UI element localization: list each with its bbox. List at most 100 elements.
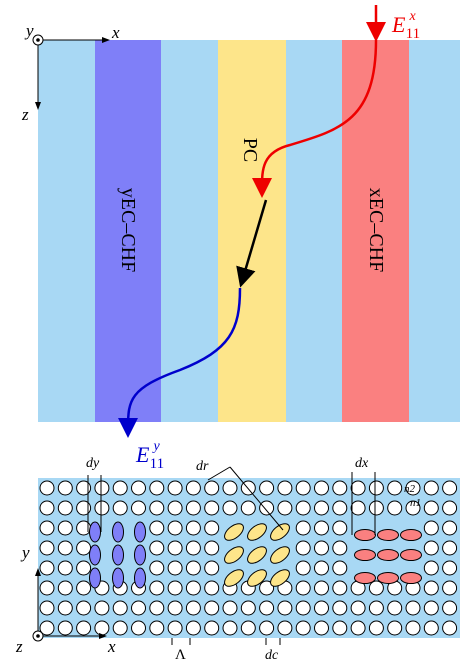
air-hole [113,601,127,615]
air-hole [205,561,219,575]
air-hole [388,501,402,515]
air-hole [333,621,347,635]
air-hole [278,621,292,635]
air-hole [443,501,457,515]
y-ellipse [135,522,146,542]
air-hole [132,621,146,635]
air-hole [58,581,72,595]
air-hole [58,561,72,575]
air-hole [406,601,420,615]
y-ellipse [90,568,101,588]
air-hole [132,601,146,615]
air-hole [315,521,329,535]
axis-x-label: x [107,637,116,656]
air-hole [95,601,109,615]
air-hole [40,501,54,515]
air-hole [113,621,127,635]
air-hole [77,621,91,635]
superscript: x [408,9,416,24]
air-hole [168,521,182,535]
x-ellipse [401,573,422,584]
air-hole [241,501,255,515]
x-ellipse [401,550,422,561]
air-hole [150,501,164,515]
air-hole [95,621,109,635]
x-ellipse [355,573,376,584]
air-hole [40,541,54,555]
air-hole [424,501,438,515]
air-hole [205,621,219,635]
air-hole [58,481,72,495]
air-hole [168,621,182,635]
air-hole [168,481,182,495]
air-hole [40,601,54,615]
symbol: E [135,442,150,467]
air-hole [150,601,164,615]
band-middle-label: PC [239,138,261,162]
x-ellipse [378,573,399,584]
label-dy: dy [86,456,100,471]
air-hole [260,621,274,635]
air-hole [333,521,347,535]
superscript: y [151,439,160,454]
label-period: Λ [175,647,186,663]
air-hole [186,621,200,635]
air-hole [40,481,54,495]
axis-y-label: y [20,543,30,562]
air-hole [40,521,54,535]
air-hole [278,501,292,515]
air-hole [168,501,182,515]
y-ellipse [90,545,101,565]
air-hole [369,621,383,635]
air-hole [296,601,310,615]
y-ellipse [113,522,124,542]
air-hole [205,581,219,595]
air-hole [388,601,402,615]
air-hole [186,481,200,495]
axis-z-label: z [15,637,23,656]
label-dc: dc [265,648,279,663]
air-hole [443,621,457,635]
band-right-label: xEC–CHF [365,188,387,272]
air-hole [40,561,54,575]
air-hole [260,501,274,515]
air-hole [58,541,72,555]
output-mode: Ey11 [135,439,164,472]
air-hole [223,621,237,635]
air-hole [186,501,200,515]
air-hole [58,621,72,635]
air-hole [113,481,127,495]
air-hole [369,581,383,595]
air-hole [205,501,219,515]
air-hole [150,581,164,595]
air-hole [333,481,347,495]
air-hole [95,501,109,515]
air-hole [241,601,255,615]
air-hole [351,501,365,515]
air-hole [186,561,200,575]
air-hole [315,501,329,515]
x-ellipse [401,530,422,541]
y-ellipse [90,522,101,542]
air-hole [223,601,237,615]
air-hole [296,521,310,535]
y-ellipse [135,568,146,588]
air-hole [58,501,72,515]
air-hole [406,621,420,635]
air-hole [260,481,274,495]
air-hole [150,621,164,635]
air-hole [443,521,457,535]
air-hole [388,621,402,635]
air-hole [113,501,127,515]
air-hole [424,521,438,535]
air-hole [77,541,91,555]
air-hole [58,521,72,535]
air-hole [296,561,310,575]
symbol: E [391,12,406,37]
air-hole [369,601,383,615]
air-hole [150,561,164,575]
air-hole [150,521,164,535]
air-hole [296,541,310,555]
